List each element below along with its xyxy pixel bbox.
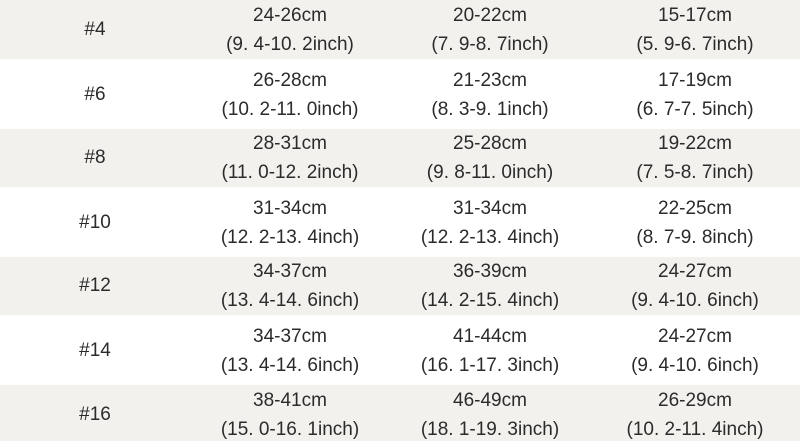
measurement-cell: 28-31cm (11. 0-12. 2inch)	[190, 129, 390, 187]
cm-range: 46-49cm	[453, 390, 527, 411]
table-row-10: #10 31-34cm (12. 2-13. 4inch) 31-34cm (1…	[0, 191, 800, 254]
table-row-6: #6 26-28cm (10. 2-11. 0inch) 21-23cm (8.…	[0, 63, 800, 126]
inch-range: (7. 9-8. 7inch)	[431, 33, 549, 55]
cm-range: 19-22cm	[658, 133, 732, 154]
measurement-cell: 31-34cm (12. 2-13. 4inch)	[190, 194, 390, 252]
inch-range: (9. 4-10. 6inch)	[631, 354, 759, 376]
inch-range: (8. 7-9. 8inch)	[636, 226, 754, 248]
cm-range: 24-27cm	[658, 261, 732, 282]
measurement-cell: 46-49cm (18. 1-19. 3inch)	[390, 386, 590, 441]
cm-range: 25-28cm	[453, 133, 527, 154]
inch-range: (16. 1-17. 3inch)	[420, 354, 560, 376]
measurement-cell: 36-39cm (14. 2-15. 4inch)	[390, 257, 590, 315]
inch-range: (9. 4-10. 6inch)	[631, 290, 759, 311]
cm-range: 24-26cm	[253, 4, 327, 26]
table-row-8: #8 28-31cm (11. 0-12. 2inch) 25-28cm (9.…	[0, 126, 800, 191]
inch-range: (15. 0-16. 1inch)	[220, 419, 360, 440]
measurement-cell: 34-37cm (13. 4-14. 6inch)	[190, 322, 390, 380]
size-label: #14	[79, 339, 111, 361]
measurement-cell: 19-22cm (7. 5-8. 7inch)	[590, 129, 800, 187]
inch-range: (12. 2-13. 4inch)	[420, 226, 560, 248]
measurement-cell: 31-34cm (12. 2-13. 4inch)	[390, 194, 590, 252]
inch-range: (14. 2-15. 4inch)	[420, 290, 560, 311]
measurement-cell: 17-19cm (6. 7-7. 5inch)	[590, 66, 800, 124]
inch-range: (11. 0-12. 2inch)	[221, 162, 359, 183]
inch-range: (9. 8-11. 0inch)	[426, 162, 554, 183]
cm-range: 31-34cm	[253, 197, 327, 219]
cm-range: 21-23cm	[453, 69, 527, 91]
size-label: #8	[84, 147, 106, 168]
table-row-14: #14 34-37cm (13. 4-14. 6inch) 41-44cm (1…	[0, 319, 800, 382]
cm-range: 17-19cm	[658, 69, 732, 91]
measurement-cell: 24-26cm (9. 4-10. 2inch)	[190, 1, 390, 59]
measurement-cell: 24-27cm (9. 4-10. 6inch)	[590, 322, 800, 380]
inch-range: (6. 7-7. 5inch)	[636, 98, 754, 120]
measurement-cell: 38-41cm (15. 0-16. 1inch)	[190, 386, 390, 441]
measurement-cell: 26-29cm (10. 2-11. 4inch)	[590, 386, 800, 441]
size-label: #10	[79, 211, 111, 233]
inch-range: (13. 4-14. 6inch)	[220, 290, 360, 311]
inch-range: (5. 9-6. 7inch)	[636, 33, 754, 55]
inch-range: (18. 1-19. 3inch)	[420, 419, 560, 440]
size-label: #4	[84, 18, 106, 40]
measurement-cell: 20-22cm (7. 9-8. 7inch)	[390, 1, 590, 59]
cm-range: 38-41cm	[253, 390, 327, 411]
cm-range: 20-22cm	[453, 4, 527, 26]
cm-range: 24-27cm	[658, 325, 732, 347]
inch-range: (7. 5-8. 7inch)	[636, 162, 754, 183]
table-row-4: #4 24-26cm (9. 4-10. 2inch) 20-22cm (7. …	[0, 0, 800, 63]
cm-range: 31-34cm	[453, 197, 527, 219]
size-label: #16	[79, 404, 111, 425]
cm-range: 41-44cm	[453, 325, 527, 347]
table-row-12: #12 34-37cm (13. 4-14. 6inch) 36-39cm (1…	[0, 254, 800, 319]
measurement-cell: 34-37cm (13. 4-14. 6inch)	[190, 257, 390, 315]
cm-range: 34-37cm	[253, 325, 327, 347]
cm-range: 28-31cm	[253, 133, 327, 154]
inch-range: (9. 4-10. 2inch)	[226, 33, 354, 55]
inch-range: (12. 2-13. 4inch)	[220, 226, 360, 248]
table-row-16: #16 38-41cm (15. 0-16. 1inch) 46-49cm (1…	[0, 382, 800, 441]
inch-range: (13. 4-14. 6inch)	[220, 354, 360, 376]
cm-range: 15-17cm	[658, 4, 732, 26]
cm-range: 22-25cm	[658, 197, 732, 219]
measurement-cell: 21-23cm (8. 3-9. 1inch)	[390, 66, 590, 124]
cm-range: 26-28cm	[253, 69, 327, 91]
measurement-cell: 15-17cm (5. 9-6. 7inch)	[590, 1, 800, 59]
cm-range: 34-37cm	[253, 261, 327, 282]
inch-range: (10. 2-11. 4inch)	[626, 419, 764, 440]
measurement-cell: 24-27cm (9. 4-10. 6inch)	[590, 257, 800, 315]
cm-range: 26-29cm	[658, 390, 732, 411]
measurement-cell: 25-28cm (9. 8-11. 0inch)	[390, 129, 590, 187]
size-label: #12	[79, 275, 111, 296]
cm-range: 36-39cm	[453, 261, 527, 282]
size-label: #6	[84, 83, 106, 105]
measurement-cell: 26-28cm (10. 2-11. 0inch)	[190, 66, 390, 124]
measurement-cell: 41-44cm (16. 1-17. 3inch)	[390, 322, 590, 380]
inch-range: (8. 3-9. 1inch)	[431, 98, 549, 120]
measurement-cell: 22-25cm (8. 7-9. 8inch)	[590, 194, 800, 252]
inch-range: (10. 2-11. 0inch)	[221, 98, 359, 120]
